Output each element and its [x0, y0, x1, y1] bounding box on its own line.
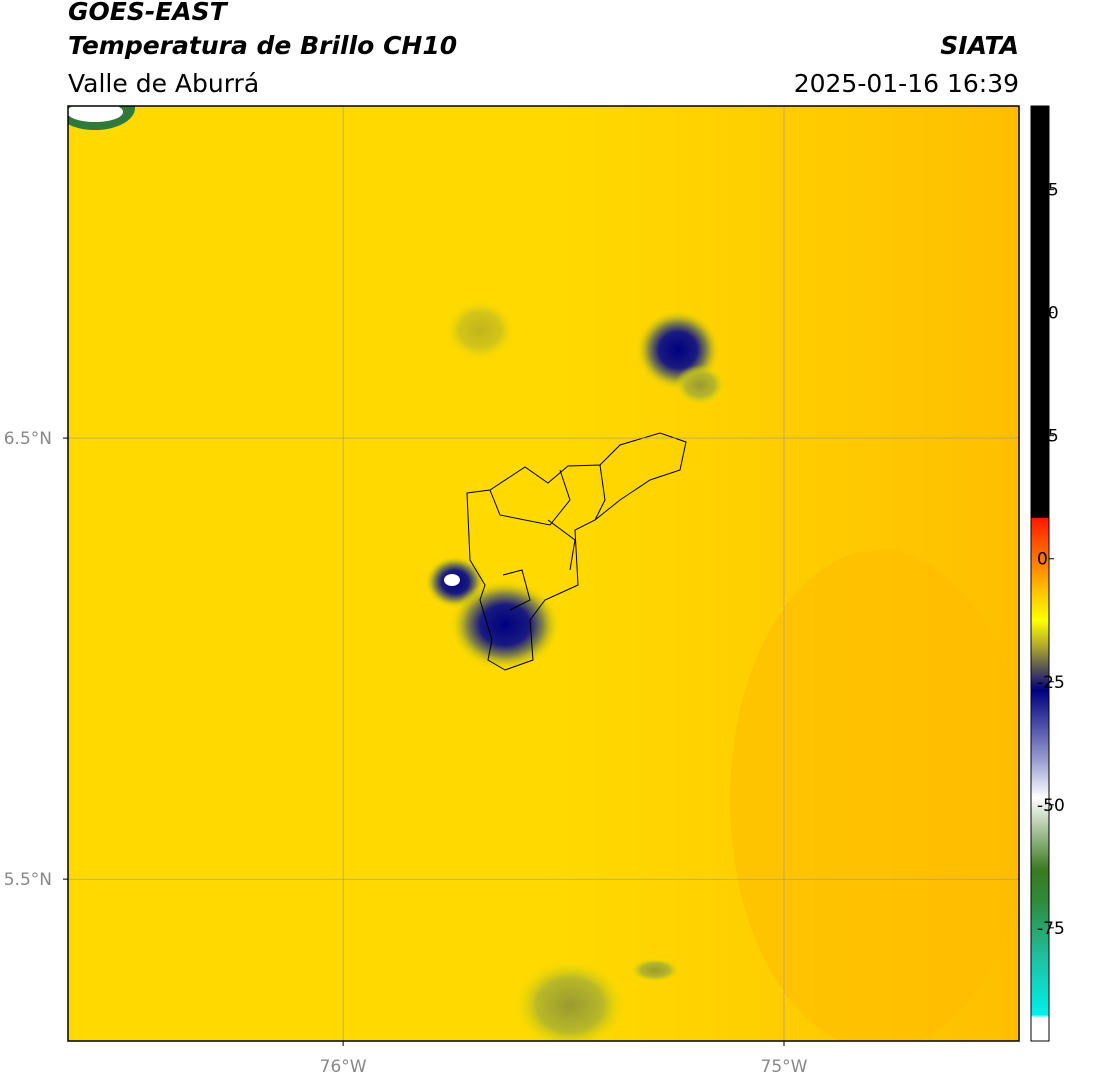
subtitle: Temperatura de Brillo CH10 — [68, 31, 457, 60]
region: Valle de Aburrá — [68, 69, 259, 98]
colorbar-tick-label: 75 — [1037, 181, 1059, 201]
colorbar-tick-label: -75 — [1037, 919, 1065, 939]
colorbar-tick-label: 0 — [1037, 550, 1048, 570]
colorbar-tick-label: 50 — [1037, 304, 1059, 324]
colorbar-tick-label: -50 — [1037, 796, 1065, 816]
title: GOES-EAST — [68, 0, 229, 26]
x-tick-label: 75°W — [761, 1057, 808, 1077]
source: SIATA — [940, 31, 1019, 60]
y-tick-label: 6.5°N — [4, 429, 52, 449]
datetime: 2025-01-16 16:39 — [794, 69, 1019, 98]
colorbar — [1030, 105, 1050, 1042]
colorbar-tick-label: 25 — [1037, 427, 1059, 447]
x-tick-label: 76°W — [320, 1057, 367, 1077]
map-frame — [67, 105, 1020, 1042]
map-image — [68, 106, 1019, 1041]
y-tick-label: 5.5°N — [4, 870, 52, 890]
colorbar-tick-label: -25 — [1037, 673, 1065, 693]
